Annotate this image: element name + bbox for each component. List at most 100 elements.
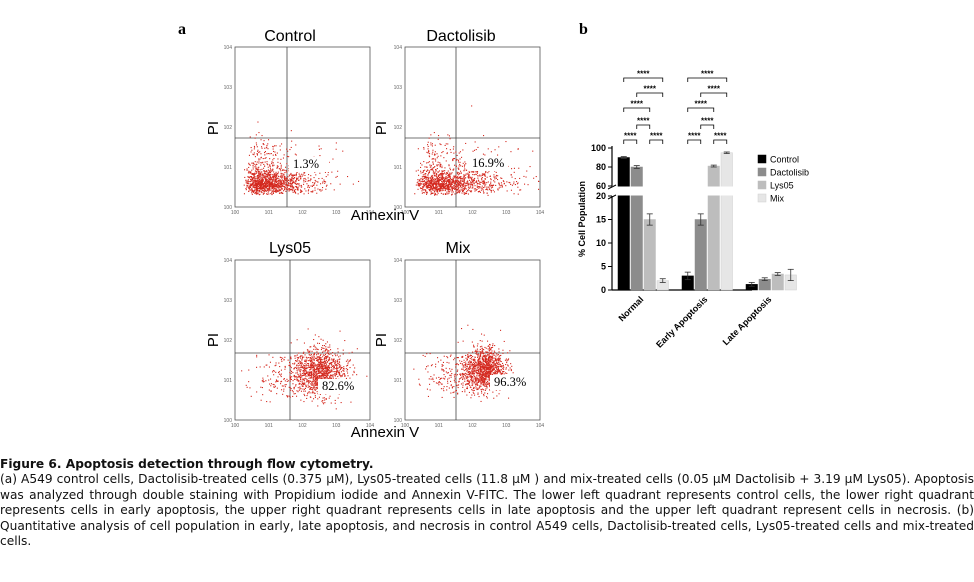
- event-dot: [266, 146, 268, 148]
- event-dot: [275, 362, 277, 364]
- event-dot: [463, 370, 465, 372]
- event-dot: [434, 193, 436, 195]
- event-dot: [460, 178, 462, 180]
- event-dot: [252, 153, 254, 155]
- event-dot: [422, 181, 424, 183]
- event-dot: [494, 170, 496, 172]
- event-dot: [460, 373, 462, 375]
- event-dot: [480, 181, 482, 183]
- event-dot: [477, 375, 479, 377]
- event-dot: [326, 366, 328, 368]
- event-dot: [277, 173, 279, 175]
- event-dot: [429, 177, 431, 179]
- event-dot: [347, 361, 349, 363]
- event-dot: [307, 393, 309, 395]
- event-dot: [314, 182, 316, 184]
- event-dot: [455, 188, 457, 190]
- event-dot: [333, 366, 335, 368]
- event-dot: [312, 365, 314, 367]
- event-dot: [479, 371, 481, 373]
- event-dot: [262, 377, 264, 379]
- event-dot: [248, 183, 250, 185]
- event-dot: [333, 374, 335, 376]
- event-dot: [463, 177, 465, 179]
- event-dot: [310, 346, 312, 348]
- event-dot: [313, 382, 315, 384]
- event-dot: [253, 190, 255, 192]
- event-dot: [282, 157, 284, 159]
- event-dot: [446, 389, 448, 391]
- event-dot: [295, 175, 297, 177]
- event-dot: [305, 372, 307, 374]
- event-dot: [447, 176, 449, 178]
- event-dot: [280, 181, 282, 183]
- event-dot: [259, 169, 261, 171]
- event-dot: [426, 182, 428, 184]
- event-dot: [291, 179, 293, 181]
- event-dot: [316, 384, 318, 386]
- event-dot: [313, 386, 315, 388]
- event-dot: [424, 192, 426, 194]
- event-dot: [260, 176, 262, 178]
- event-dot: [322, 354, 324, 356]
- event-dot: [432, 178, 434, 180]
- event-dot: [445, 175, 447, 177]
- event-dot: [245, 180, 247, 182]
- event-dot: [483, 356, 485, 358]
- event-dot: [351, 351, 353, 353]
- event-dot: [420, 170, 422, 172]
- event-dot: [296, 178, 298, 180]
- event-dot: [316, 360, 318, 362]
- event-dot: [488, 383, 490, 385]
- tick-label: 101: [265, 210, 274, 216]
- event-dot: [264, 157, 266, 159]
- event-dot: [319, 376, 321, 378]
- event-dot: [497, 357, 499, 359]
- event-dot: [468, 380, 470, 382]
- event-dot: [467, 324, 469, 326]
- event-dot: [322, 187, 324, 189]
- event-dot: [267, 164, 269, 166]
- event-dot: [461, 391, 463, 393]
- event-dot: [255, 186, 257, 188]
- tick-label: 104: [366, 210, 375, 216]
- event-dot: [432, 183, 434, 185]
- event-dot: [313, 369, 315, 371]
- event-dot: [299, 371, 301, 373]
- event-dot: [281, 185, 283, 187]
- event-dot: [494, 351, 496, 353]
- event-dot: [296, 377, 298, 379]
- event-dot: [481, 351, 483, 353]
- event-dot: [458, 189, 460, 191]
- event-dot: [278, 190, 280, 192]
- event-dot: [443, 188, 445, 190]
- event-dot: [268, 389, 270, 391]
- event-dot: [303, 390, 305, 392]
- event-dot: [270, 189, 272, 191]
- event-dot: [268, 170, 270, 172]
- event-dot: [287, 359, 289, 361]
- event-dot: [486, 361, 488, 363]
- event-dot: [330, 374, 332, 376]
- event-dot: [425, 190, 427, 192]
- event-dot: [261, 162, 263, 164]
- event-dot: [439, 185, 441, 187]
- event-dot: [249, 181, 251, 183]
- event-dot: [476, 185, 478, 187]
- event-dot: [430, 186, 432, 188]
- event-dot: [316, 373, 318, 375]
- event-dot: [266, 174, 268, 176]
- event-dot: [487, 353, 489, 355]
- event-dot: [264, 173, 266, 175]
- event-dot: [305, 370, 307, 372]
- event-dot: [264, 170, 266, 172]
- event-dot: [434, 144, 436, 146]
- event-dot: [271, 185, 273, 187]
- event-dot: [262, 174, 264, 176]
- event-dot: [438, 384, 440, 386]
- event-dot: [314, 187, 316, 189]
- event-dot: [430, 376, 432, 378]
- event-dot: [439, 173, 441, 175]
- event-dot: [271, 174, 273, 176]
- event-dot: [441, 383, 443, 385]
